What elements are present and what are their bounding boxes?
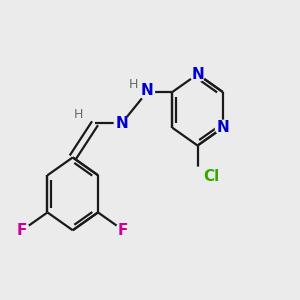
Circle shape <box>140 85 154 100</box>
Text: F: F <box>17 223 27 238</box>
Text: N: N <box>191 67 204 82</box>
Text: F: F <box>118 223 128 238</box>
Circle shape <box>116 223 131 238</box>
Text: N: N <box>141 83 153 98</box>
Text: N: N <box>216 120 229 135</box>
Circle shape <box>190 67 205 82</box>
Text: Cl: Cl <box>203 169 220 184</box>
Circle shape <box>215 120 230 135</box>
Circle shape <box>114 116 129 131</box>
Text: H: H <box>129 78 138 91</box>
Text: H: H <box>74 108 83 121</box>
Circle shape <box>188 167 207 186</box>
Text: N: N <box>116 116 128 131</box>
Circle shape <box>15 223 30 238</box>
